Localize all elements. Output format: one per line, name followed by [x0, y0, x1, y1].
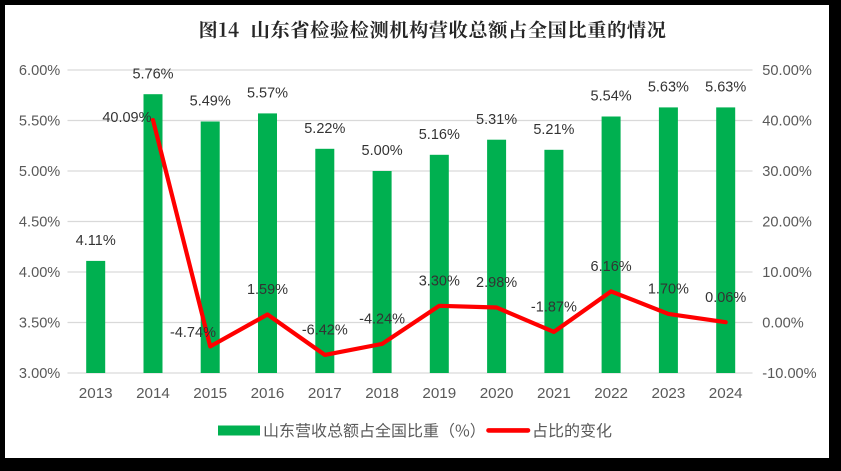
svg-text:2017: 2017 [308, 385, 342, 402]
svg-text:0.06%: 0.06% [705, 290, 746, 306]
svg-text:5.54%: 5.54% [591, 89, 632, 105]
svg-text:5.49%: 5.49% [190, 94, 231, 110]
svg-text:50.00%: 50.00% [762, 63, 812, 79]
svg-text:2.98%: 2.98% [476, 275, 517, 291]
svg-text:2020: 2020 [480, 385, 514, 402]
svg-text:0.00%: 0.00% [762, 316, 803, 332]
svg-text:6.00%: 6.00% [19, 63, 60, 79]
svg-text:2024: 2024 [709, 385, 743, 402]
svg-text:20.00%: 20.00% [762, 215, 812, 231]
svg-text:2023: 2023 [652, 385, 686, 402]
svg-text:40.00%: 40.00% [762, 114, 812, 130]
svg-text:6.16%: 6.16% [591, 259, 632, 275]
svg-text:2013: 2013 [79, 385, 113, 402]
svg-text:-4.74%: -4.74% [170, 325, 216, 341]
svg-text:40.09%: 40.09% [102, 110, 151, 126]
svg-text:5.63%: 5.63% [705, 80, 746, 96]
svg-text:5.22%: 5.22% [304, 121, 345, 137]
svg-text:3.00%: 3.00% [19, 366, 60, 382]
svg-text:5.31%: 5.31% [476, 112, 517, 128]
svg-text:5.57%: 5.57% [247, 86, 288, 102]
svg-text:5.00%: 5.00% [19, 164, 60, 180]
svg-text:3.30%: 3.30% [419, 273, 460, 289]
svg-text:30.00%: 30.00% [762, 164, 812, 180]
svg-text:5.63%: 5.63% [648, 80, 689, 96]
svg-text:-6.42%: -6.42% [302, 323, 348, 339]
svg-text:4.00%: 4.00% [19, 265, 60, 281]
svg-text:3.50%: 3.50% [19, 316, 60, 332]
svg-text:2018: 2018 [365, 385, 399, 402]
svg-text:1.70%: 1.70% [648, 282, 689, 298]
svg-text:2015: 2015 [193, 385, 227, 402]
svg-text:-10.00%: -10.00% [762, 366, 816, 382]
svg-text:5.76%: 5.76% [132, 66, 173, 82]
svg-text:4.11%: 4.11% [76, 233, 116, 249]
svg-text:-1.87%: -1.87% [531, 300, 577, 316]
svg-text:2019: 2019 [422, 385, 456, 402]
svg-text:2014: 2014 [136, 385, 170, 402]
svg-text:5.16%: 5.16% [419, 127, 460, 143]
svg-text:4.50%: 4.50% [19, 215, 60, 231]
svg-text:5.50%: 5.50% [19, 114, 60, 130]
svg-text:-4.24%: -4.24% [359, 312, 405, 328]
svg-text:2016: 2016 [251, 385, 285, 402]
svg-text:1.59%: 1.59% [247, 282, 288, 298]
svg-text:10.00%: 10.00% [762, 265, 812, 281]
svg-text:5.00%: 5.00% [362, 143, 403, 159]
svg-text:5.21%: 5.21% [533, 122, 574, 138]
svg-text:2021: 2021 [537, 385, 571, 402]
svg-text:2022: 2022 [594, 385, 628, 402]
